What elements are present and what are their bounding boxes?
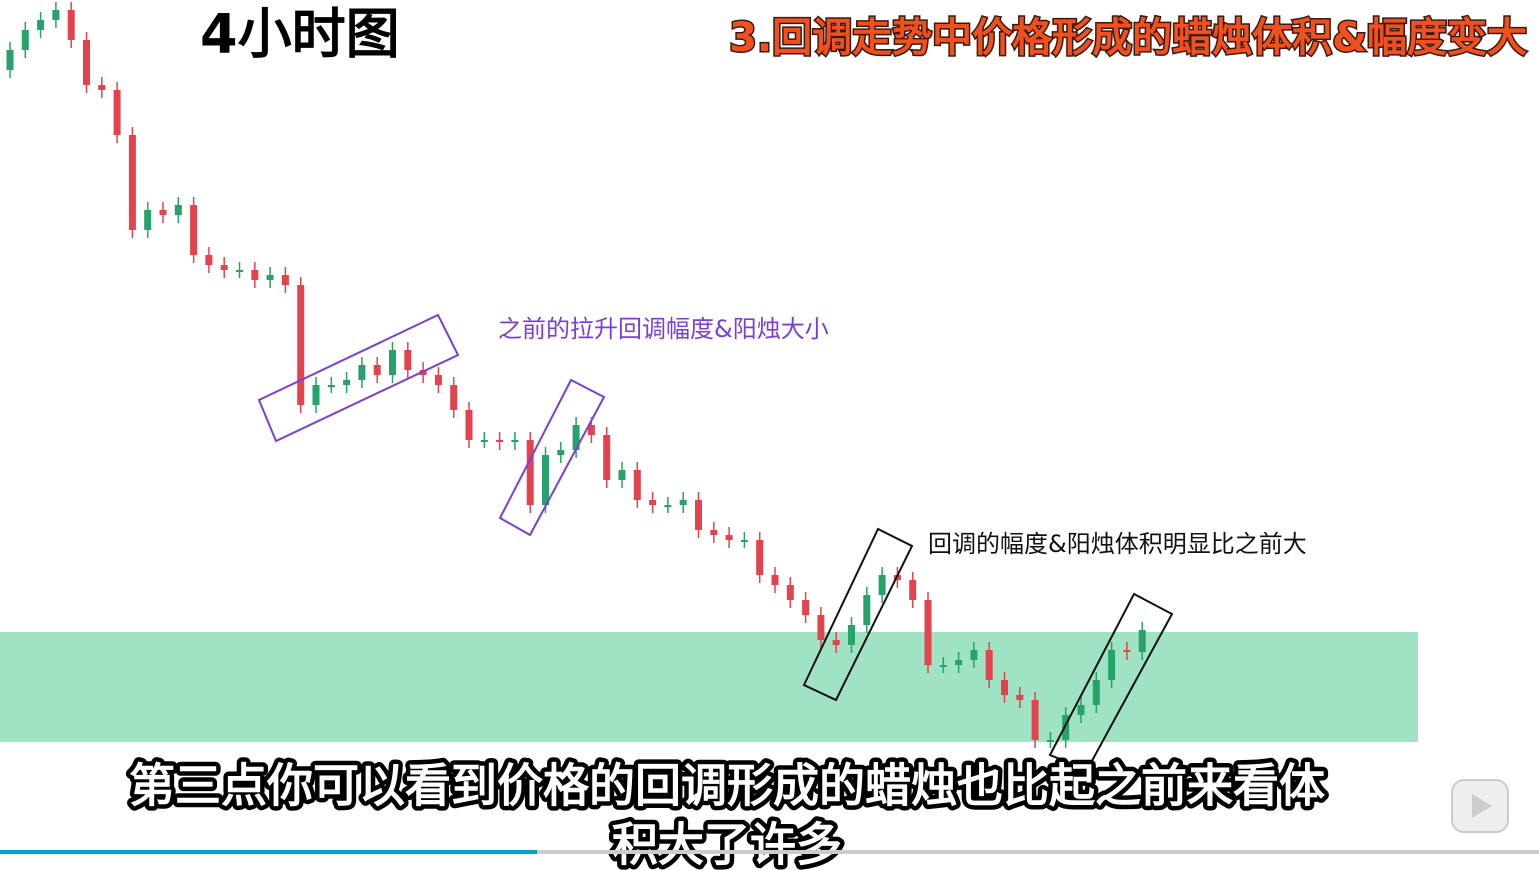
candle-body bbox=[633, 470, 641, 500]
candle-body bbox=[649, 500, 657, 505]
candle-body bbox=[1001, 680, 1008, 695]
chart-subtitle: 3.回调走势中价格形成的蜡烛体积&幅度变大 bbox=[729, 15, 1527, 61]
candle-body bbox=[236, 270, 243, 272]
candle-body bbox=[1092, 680, 1100, 705]
candle-body bbox=[343, 380, 351, 385]
candle-body bbox=[618, 470, 626, 480]
candle-body bbox=[98, 85, 106, 90]
candle-body bbox=[756, 540, 764, 575]
candle-body bbox=[6, 50, 14, 70]
candle-body bbox=[1031, 700, 1039, 740]
candle-body bbox=[771, 575, 779, 585]
candle-body bbox=[603, 435, 611, 480]
annotation: 之前的拉升回调幅度&阳烛大小 bbox=[498, 315, 829, 343]
candle-body bbox=[128, 135, 136, 230]
caption: 积大了许多 bbox=[612, 818, 842, 870]
candle-body bbox=[251, 270, 259, 280]
candle-body bbox=[404, 350, 412, 370]
candle-body bbox=[572, 425, 580, 450]
candle-body bbox=[21, 30, 29, 50]
candle-body bbox=[970, 650, 978, 660]
candle-body bbox=[190, 205, 198, 255]
candle-body bbox=[465, 410, 473, 440]
boxes bbox=[257, 313, 1174, 772]
candle-body bbox=[1077, 705, 1085, 715]
highlight-box bbox=[498, 378, 606, 537]
candle-body bbox=[557, 450, 565, 455]
candle-body bbox=[389, 350, 396, 375]
caption: 第三点你可以看到价格的回调形成的蜡烛也比起之前来看体 bbox=[129, 759, 1325, 813]
zone-layer bbox=[0, 632, 1418, 742]
candle-body bbox=[1016, 695, 1024, 700]
candle-body bbox=[496, 440, 504, 442]
candle-body bbox=[434, 375, 442, 385]
candle-body bbox=[740, 540, 748, 542]
candle-body bbox=[863, 595, 871, 625]
candle-body bbox=[312, 385, 320, 405]
annotation: 回调的幅度&阳烛体积明显比之前大 bbox=[928, 530, 1307, 558]
candle-body bbox=[955, 660, 963, 665]
candle-body bbox=[664, 505, 672, 507]
candle-body bbox=[909, 580, 917, 600]
candle-body bbox=[832, 640, 840, 645]
candle-body bbox=[52, 10, 60, 20]
candle-body bbox=[802, 600, 810, 615]
progress-bar bbox=[0, 850, 537, 854]
candle-body bbox=[113, 90, 121, 135]
candle-body bbox=[924, 600, 932, 665]
candle-body bbox=[144, 210, 152, 230]
highlight-box bbox=[1048, 592, 1174, 772]
progress-track bbox=[537, 850, 1539, 854]
play-icon[interactable] bbox=[1451, 779, 1509, 833]
candle-body bbox=[205, 255, 213, 265]
candle-body bbox=[1123, 650, 1131, 652]
candle-body bbox=[159, 210, 167, 215]
candle-body bbox=[511, 440, 519, 442]
candle-body bbox=[526, 440, 534, 505]
candle-body bbox=[587, 425, 595, 435]
candle-body bbox=[67, 10, 75, 40]
highlight-box bbox=[802, 527, 914, 702]
candle-body bbox=[542, 455, 549, 505]
candle-body bbox=[373, 365, 381, 375]
candle-body bbox=[174, 205, 182, 215]
candle-body bbox=[939, 665, 947, 667]
candle-body bbox=[1046, 740, 1054, 742]
candle-body bbox=[985, 650, 993, 680]
candle-body bbox=[848, 625, 855, 645]
candle-body bbox=[1062, 715, 1070, 740]
candle-body bbox=[725, 535, 733, 540]
candle-body bbox=[817, 615, 825, 640]
candle-body bbox=[710, 530, 718, 535]
candle-body bbox=[266, 275, 274, 280]
candle-body bbox=[83, 40, 90, 85]
support-zone bbox=[0, 632, 1418, 742]
candle-body bbox=[327, 385, 335, 387]
candle-body bbox=[358, 365, 366, 380]
candle-body bbox=[220, 265, 228, 270]
candle-body bbox=[450, 385, 458, 410]
candles bbox=[6, 2, 1146, 748]
candle-body bbox=[878, 575, 886, 595]
highlight-box bbox=[257, 313, 460, 443]
candle-body bbox=[1138, 630, 1146, 652]
candle-body bbox=[37, 20, 45, 30]
chart-title: 4小时图 bbox=[200, 3, 400, 66]
candle-body bbox=[480, 440, 488, 442]
candle-body bbox=[679, 500, 687, 505]
candle-body bbox=[786, 585, 794, 600]
candle-body bbox=[281, 275, 289, 285]
candle-body bbox=[695, 500, 702, 530]
candle-body bbox=[1108, 650, 1116, 680]
candle-body bbox=[297, 285, 305, 405]
